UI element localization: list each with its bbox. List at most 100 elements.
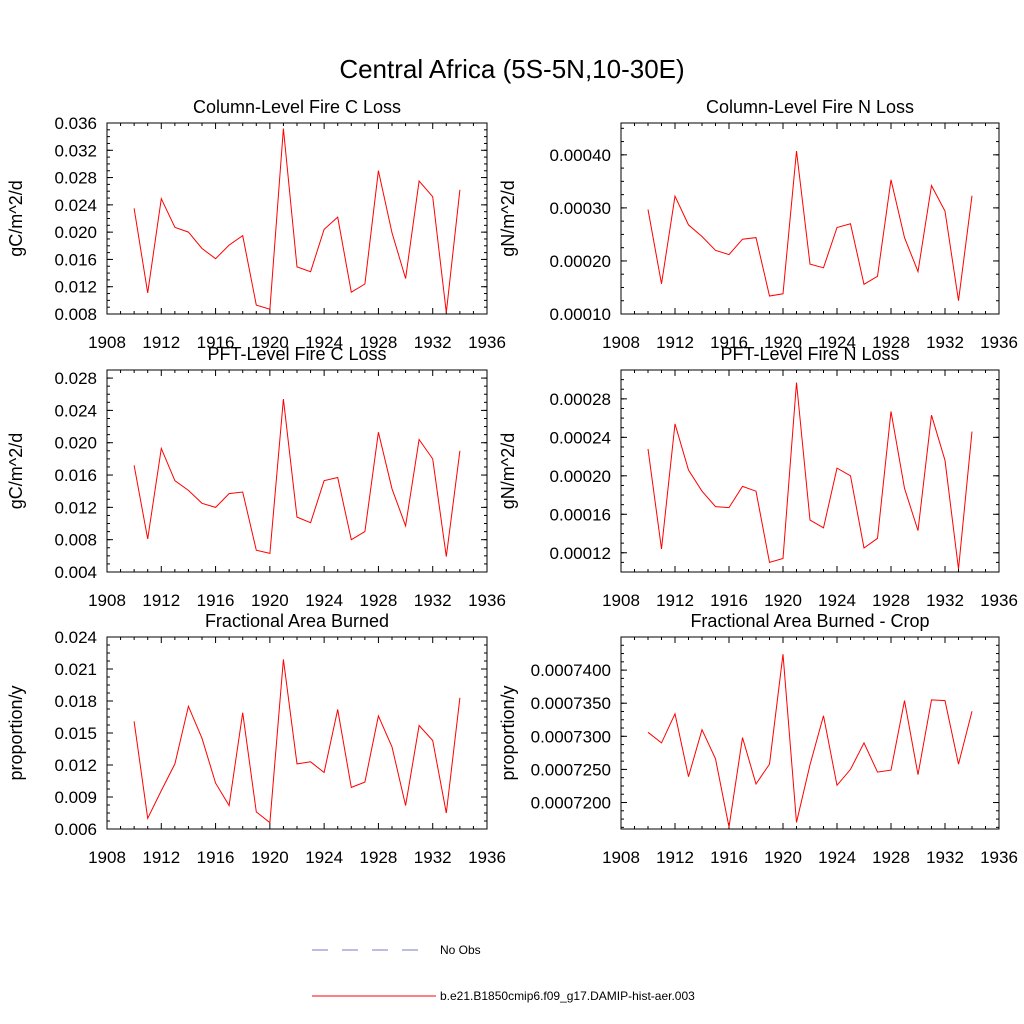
y-tick-label: 0.008 [54, 305, 97, 324]
series-line [133, 128, 461, 313]
x-tick-label: 1920 [764, 333, 802, 352]
y-tick-label: 0.012 [54, 278, 97, 297]
y-tick-label: 0.00030 [550, 199, 611, 218]
x-tick-label: 1932 [926, 591, 964, 610]
x-tick-label: 1912 [656, 848, 694, 867]
series-line [647, 151, 973, 301]
chart-panel-3: 1908 1912 1916 1920 1924 1928 1932 1936 0.004 0.0… [6, 344, 506, 610]
x-tick-label: 1912 [142, 591, 180, 610]
y-tick-label: 0.015 [54, 724, 97, 743]
y-tick-label: 0.008 [54, 531, 97, 550]
y-tick-label: 0.021 [54, 660, 97, 679]
x-tick-label: 1912 [142, 333, 180, 352]
y-tick-label: 0.020 [54, 223, 97, 242]
x-tick-label: 1920 [764, 848, 802, 867]
y-tick-label: 0.0007200 [531, 794, 611, 813]
y-tick-label: 0.024 [54, 196, 97, 215]
y-tick-label: 0.020 [54, 434, 97, 453]
panel-title: Fractional Area Burned - Crop [690, 611, 929, 631]
y-axis-label: gN/m^2/d [498, 180, 518, 256]
x-tick-label: 1936 [980, 333, 1018, 352]
y-tick-label: 0.0007350 [531, 694, 611, 713]
x-tick-label: 1932 [414, 333, 452, 352]
x-tick-label: 1916 [710, 333, 748, 352]
x-tick-label: 1912 [142, 848, 180, 867]
y-tick-label: 0.0007400 [531, 661, 611, 680]
y-tick-label: 0.00016 [550, 505, 611, 524]
legend: No Obs b.e21.B1850cmip6.f09_g17.DAMIP-hi… [312, 943, 695, 1003]
chart-panel-5: 1908 1912 1916 1920 1924 1928 1932 1936 0.006 0.0… [6, 611, 506, 867]
series-line [133, 659, 461, 824]
plot-frame [106, 369, 488, 573]
x-tick-label: 1924 [818, 591, 856, 610]
series-line [133, 399, 461, 557]
y-tick-label: 0.00024 [550, 428, 611, 447]
x-tick-label: 1936 [980, 591, 1018, 610]
x-tick-label: 1932 [414, 848, 452, 867]
y-tick-label: 0.028 [54, 369, 97, 388]
y-tick-label: 0.024 [54, 628, 97, 647]
x-tick-label: 1920 [251, 333, 289, 352]
x-tick-label: 1916 [710, 848, 748, 867]
x-tick-label: 1924 [305, 333, 343, 352]
plot-frame [620, 369, 1000, 573]
x-tick-label: 1928 [872, 333, 910, 352]
chart-panels: 1908 1912 1916 1920 1924 1928 1932 1936 0.008 0.0… [6, 97, 1018, 867]
y-tick-label: 0.00012 [550, 544, 611, 563]
x-tick-label: 1928 [872, 591, 910, 610]
y-tick-label: 0.016 [54, 466, 97, 485]
y-tick-label: 0.0007250 [531, 760, 611, 779]
x-tick-label: 1936 [468, 333, 506, 352]
panel-title: PFT-Level Fire N Loss [720, 344, 899, 364]
y-axis-label: proportion/y [498, 685, 518, 780]
y-tick-label: 0.012 [54, 498, 97, 517]
x-tick-label: 1916 [197, 591, 235, 610]
y-tick-label: 0.009 [54, 788, 97, 807]
y-tick-label: 0.018 [54, 692, 97, 711]
x-tick-label: 1920 [764, 591, 802, 610]
x-tick-label: 1916 [197, 333, 235, 352]
x-tick-label: 1924 [305, 848, 343, 867]
x-tick-label: 1908 [602, 591, 640, 610]
y-tick-label: 0.016 [54, 250, 97, 269]
y-tick-label: 0.024 [54, 401, 97, 420]
chart-panel-1: 1908 1912 1916 1920 1924 1928 1932 1936 0.008 0.0… [6, 97, 506, 352]
x-tick-label: 1924 [818, 333, 856, 352]
x-tick-label: 1928 [872, 848, 910, 867]
x-tick-label: 1912 [656, 591, 694, 610]
legend-label-no-obs: No Obs [440, 943, 481, 957]
plot-frame [620, 636, 1000, 830]
panel-title: Column-Level Fire C Loss [193, 97, 401, 117]
y-tick-label: 0.036 [54, 114, 97, 133]
x-tick-label: 1908 [88, 591, 126, 610]
plot-frame [106, 636, 488, 830]
x-tick-label: 1916 [197, 848, 235, 867]
x-tick-label: 1924 [305, 591, 343, 610]
x-tick-label: 1936 [980, 848, 1018, 867]
y-tick-label: 0.00020 [550, 467, 611, 486]
plot-frame [106, 122, 488, 315]
y-axis-label: proportion/y [6, 685, 26, 780]
x-tick-label: 1920 [251, 591, 289, 610]
panel-title: PFT-Level Fire C Loss [207, 344, 386, 364]
chart-panel-2: 1908 1912 1916 1920 1924 1928 1932 1936 0.00010 0… [498, 97, 1018, 352]
chart-panel-6: 1908 1912 1916 1920 1924 1928 1932 1936 0.000720… [498, 611, 1018, 867]
y-tick-label: 0.006 [54, 820, 97, 839]
chart-panel-4: 1908 1912 1916 1920 1924 1928 1932 1936 0.00012 0… [498, 344, 1018, 610]
series-line [647, 654, 973, 828]
y-tick-label: 0.012 [54, 756, 97, 775]
panel-title: Column-Level Fire N Loss [706, 97, 914, 117]
x-tick-label: 1908 [88, 333, 126, 352]
y-tick-label: 0.0007300 [531, 727, 611, 746]
y-axis-label: gN/m^2/d [498, 433, 518, 509]
y-tick-label: 0.032 [54, 141, 97, 160]
y-tick-label: 0.00040 [550, 146, 611, 165]
panel-title: Fractional Area Burned [205, 611, 389, 631]
y-tick-label: 0.004 [54, 563, 97, 582]
x-tick-label: 1908 [602, 848, 640, 867]
x-tick-label: 1932 [414, 591, 452, 610]
x-tick-label: 1936 [468, 591, 506, 610]
x-tick-label: 1932 [926, 848, 964, 867]
x-tick-label: 1908 [602, 333, 640, 352]
